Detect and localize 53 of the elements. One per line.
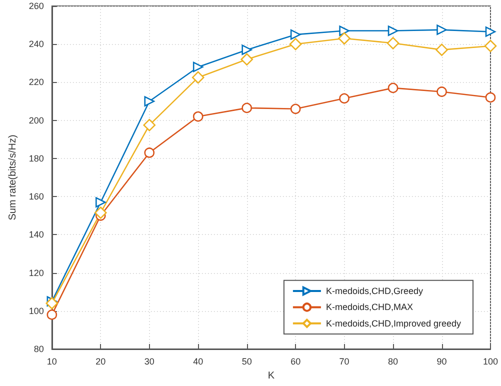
y-tick-label: 160	[28, 192, 44, 202]
y-tick-label: 80	[34, 344, 44, 354]
x-tick-label: 40	[193, 356, 204, 366]
point	[338, 32, 350, 45]
point	[192, 62, 204, 72]
point	[289, 38, 302, 50]
x-tick-label: 30	[144, 356, 154, 366]
x-tick-label: 20	[96, 356, 106, 366]
y-tick-label: 180	[28, 153, 44, 164]
x-tick-label: 80	[388, 356, 398, 366]
point	[144, 148, 155, 158]
point	[46, 310, 58, 320]
point	[290, 29, 301, 40]
y-tick-label: 240	[28, 39, 44, 50]
point	[436, 24, 447, 35]
point	[242, 102, 252, 114]
point	[339, 26, 350, 36]
y-tick-label: 260	[28, 1, 44, 11]
x-tick-label: 70	[339, 356, 350, 366]
point	[46, 297, 58, 310]
y-tick-label: 120	[28, 268, 44, 278]
point	[143, 118, 156, 132]
point	[95, 197, 106, 208]
point	[388, 82, 398, 94]
point	[386, 37, 400, 50]
x-axis-title: K	[268, 370, 275, 382]
y-tick-label: 100	[28, 306, 44, 316]
x-tick-label: 100	[482, 356, 498, 366]
legend-label: K-medoids,CHD,Greedy	[326, 286, 424, 296]
legend-label: K-medoids,CHD,MAX	[326, 302, 413, 312]
x-tick-label: 10	[46, 356, 57, 366]
legend-label: K-medoids,CHD,Improved greedy	[326, 318, 462, 328]
y-tick-label: 220	[28, 77, 44, 88]
point	[436, 44, 448, 56]
point	[484, 40, 497, 52]
y-tick-label: 140	[28, 230, 44, 240]
point	[339, 93, 350, 104]
y-axis-title: Sum rate(bits/s/Hz)	[8, 134, 18, 220]
point	[94, 206, 107, 219]
point	[485, 92, 496, 103]
y-tick-label: 200	[28, 115, 44, 126]
point	[144, 96, 155, 106]
point	[388, 26, 398, 36]
x-tick-label: 60	[290, 356, 301, 366]
point	[242, 44, 252, 55]
point	[192, 71, 204, 84]
x-tick-label: 50	[242, 356, 252, 366]
point	[192, 111, 204, 122]
point	[290, 104, 301, 114]
point	[436, 86, 447, 97]
x-tick-label: 90	[436, 356, 447, 366]
point	[240, 53, 253, 66]
point	[485, 26, 496, 37]
